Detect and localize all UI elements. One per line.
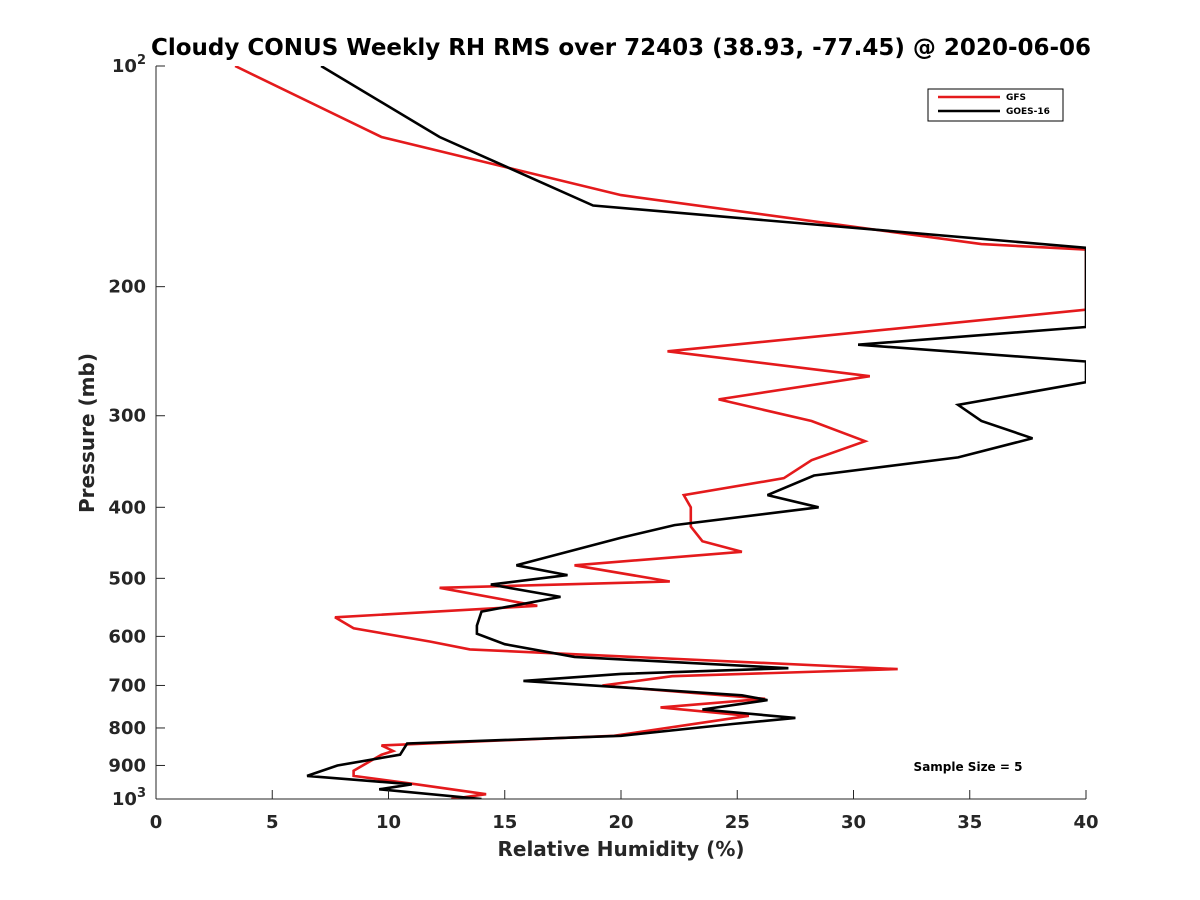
plot-area — [156, 66, 1086, 799]
chart-title: Cloudy CONUS Weekly RH RMS over 72403 (3… — [151, 35, 1091, 61]
x-axis-label: Relative Humidity (%) — [497, 837, 744, 861]
x-tick-label: 10 — [376, 812, 401, 833]
series-line-gfs — [234, 66, 1086, 799]
y-tick-label: 300 — [108, 406, 146, 427]
x-tick-label: 25 — [725, 812, 750, 833]
x-tick-label: 40 — [1073, 812, 1098, 833]
x-tick-label: 15 — [492, 812, 517, 833]
legend: GFS GOES-16 — [927, 88, 1064, 122]
x-tick-label: 30 — [841, 812, 866, 833]
series-layer — [234, 66, 1086, 799]
sample-size-annotation: Sample Size = 5 — [914, 760, 1023, 774]
y-tick-label: 200 — [108, 277, 146, 298]
legend-label-goes16: GOES-16 — [1006, 107, 1050, 117]
x-tick-label: 5 — [266, 812, 279, 833]
legend-box — [927, 88, 1064, 122]
y-tick-label: 700 — [108, 675, 146, 696]
y-tick-label: 600 — [108, 626, 146, 647]
series-line-goes16 — [306, 66, 1086, 799]
y-tick-label: 900 — [108, 755, 146, 776]
y-tick-label: 500 — [108, 568, 146, 589]
y-tick-label: 400 — [108, 497, 146, 518]
x-tick-label: 0 — [150, 812, 163, 833]
y-axis-label: Pressure (mb) — [75, 353, 99, 513]
x-tick-label: 20 — [608, 812, 633, 833]
x-tick-label: 35 — [957, 812, 982, 833]
y-tick-label: 800 — [108, 718, 146, 739]
legend-label-gfs: GFS — [1006, 93, 1026, 103]
